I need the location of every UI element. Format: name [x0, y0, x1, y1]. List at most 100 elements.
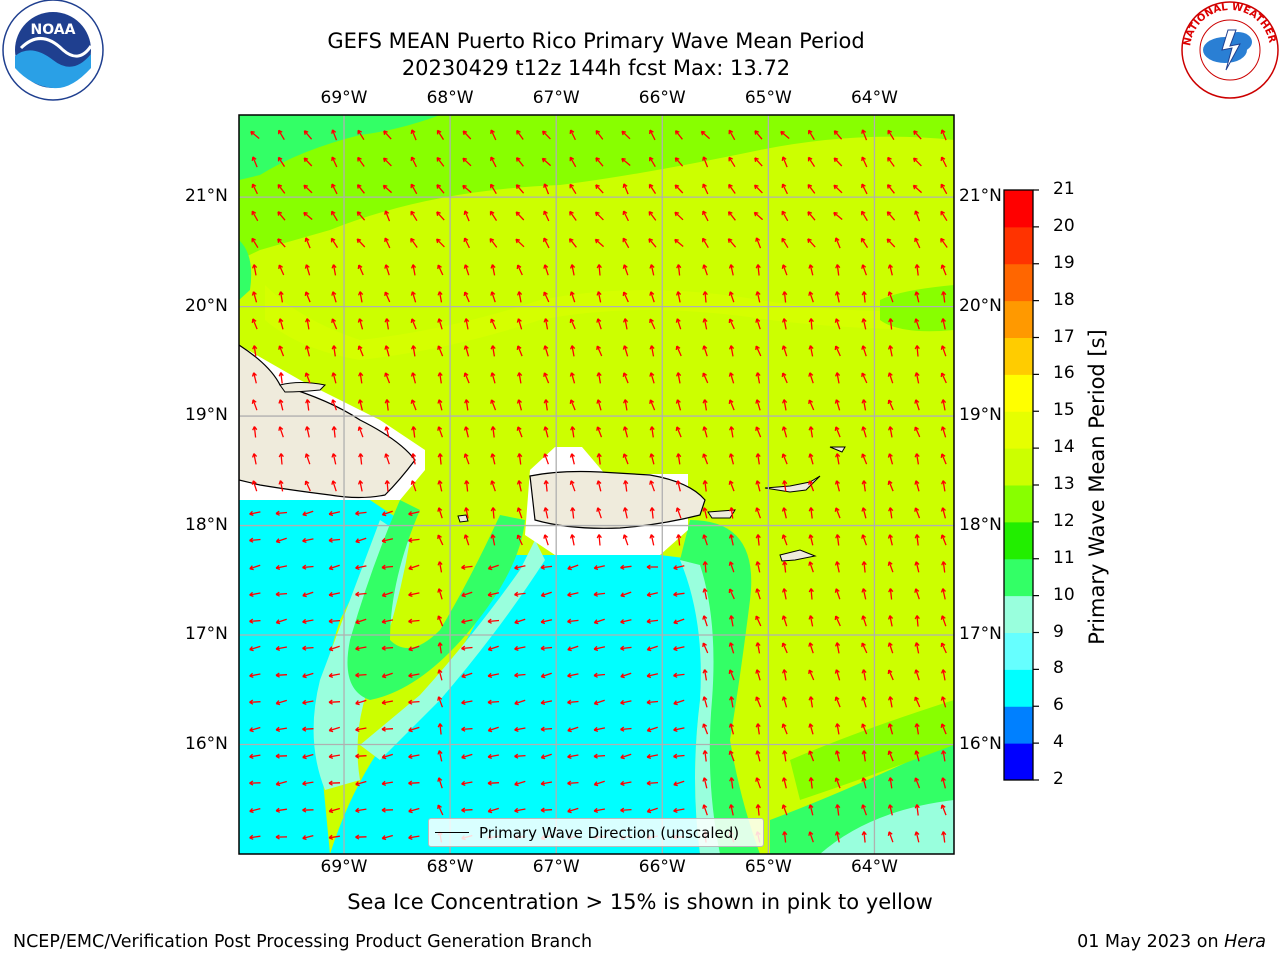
direction-arrow-621 — [249, 753, 261, 760]
direction-arrow-276 — [410, 399, 417, 411]
direction-arrow-411 — [408, 537, 420, 543]
noaa-logo: NOAA — [2, 0, 104, 101]
direction-arrow-612 — [728, 723, 735, 735]
direction-arrow-195 — [410, 318, 417, 330]
direction-arrow-148 — [596, 264, 602, 276]
direction-arrow-185 — [861, 291, 867, 303]
direction-arrow-283 — [596, 399, 602, 411]
direction-arrow-679 — [355, 807, 367, 814]
direction-arrow-641 — [782, 750, 788, 762]
direction-arrow-489 — [328, 618, 341, 624]
direction-arrow-502 — [673, 618, 685, 625]
direction-arrow-695 — [781, 804, 788, 816]
direction-arrow-132 — [886, 238, 896, 248]
direction-arrow-700 — [914, 804, 920, 816]
field-se-cyan — [820, 800, 954, 854]
direction-arrow-541 — [275, 672, 288, 678]
direction-arrow-161 — [940, 264, 947, 276]
field-se-band — [790, 700, 954, 800]
direction-arrow-727 — [914, 831, 920, 843]
direction-arrow-374 — [861, 480, 867, 492]
direction-arrow-180 — [728, 291, 735, 303]
field-mid-band — [265, 285, 954, 360]
direction-arrow-130 — [834, 237, 841, 249]
direction-arrow-94 — [594, 211, 604, 221]
direction-arrow-677 — [302, 807, 314, 813]
direction-arrow-400 — [834, 507, 841, 519]
direction-arrow-65 — [543, 183, 550, 195]
direction-arrow-725 — [861, 831, 867, 843]
direction-arrow-444 — [567, 564, 579, 571]
direction-arrow-27 — [251, 156, 258, 168]
direction-arrow-582 — [646, 699, 659, 705]
direction-arrow-495 — [487, 618, 500, 624]
direction-arrow-385 — [437, 507, 443, 519]
direction-arrow-662 — [620, 780, 632, 787]
direction-arrow-166 — [357, 291, 364, 303]
direction-arrow-518 — [381, 645, 394, 651]
direction-arrow-438 — [408, 564, 420, 571]
direction-arrow-323 — [940, 426, 947, 438]
direction-arrow-151 — [676, 264, 682, 276]
direction-arrow-558 — [728, 669, 735, 681]
direction-arrow-305 — [463, 426, 469, 438]
direction-arrow-672 — [888, 777, 894, 789]
direction-arrow-77 — [861, 183, 868, 195]
direction-arrow-88 — [436, 211, 445, 221]
direction-arrow-475 — [673, 591, 685, 597]
direction-arrow-331 — [437, 453, 443, 465]
direction-arrow-571 — [355, 699, 367, 706]
direction-arrow-171 — [490, 291, 496, 303]
direction-arrow-333 — [490, 453, 496, 465]
direction-arrow-529 — [673, 646, 685, 652]
lat-tick-right-0: 21°N — [959, 186, 1002, 207]
lat-tick-left-4: 17°N — [185, 624, 228, 645]
direction-arrow-403 — [914, 507, 921, 519]
direction-arrow-373 — [834, 480, 841, 492]
direction-arrow-90 — [489, 210, 498, 221]
land-anegada — [829, 446, 846, 453]
direction-arrow-261 — [728, 372, 735, 384]
direction-arrow-257 — [622, 372, 629, 384]
direction-arrow-423 — [728, 534, 734, 546]
direction-arrow-359 — [464, 480, 470, 492]
direction-arrow-284 — [622, 399, 629, 411]
direction-arrow-382 — [355, 510, 367, 516]
direction-arrow-73 — [753, 184, 763, 194]
direction-arrow-493 — [437, 615, 444, 627]
direction-arrow-39 — [569, 156, 577, 168]
direction-arrow-314 — [702, 426, 708, 438]
field-tongue-3 — [360, 540, 545, 760]
direction-arrow-295 — [914, 399, 920, 411]
direction-arrow-187 — [914, 291, 920, 303]
direction-arrow-575 — [461, 699, 473, 706]
direction-arrow-480 — [808, 588, 814, 600]
lon-tick-top-3: 66°W — [638, 88, 686, 108]
direction-arrow-112 — [356, 238, 366, 248]
direction-arrow-658 — [514, 780, 526, 787]
direction-arrow-609 — [646, 726, 658, 733]
direction-arrow-55 — [277, 183, 286, 194]
direction-arrow-689 — [620, 807, 632, 813]
direction-arrow-590 — [861, 696, 867, 708]
direction-arrow-446 — [620, 564, 632, 570]
direction-arrow-377 — [940, 480, 947, 492]
direction-arrow-193 — [357, 318, 364, 330]
lon-tick-top-2: 67°W — [532, 88, 580, 108]
direction-arrow-354 — [331, 480, 337, 492]
direction-arrow-74 — [781, 183, 788, 195]
direction-arrow-49 — [833, 157, 843, 167]
direction-arrow-72 — [728, 183, 736, 194]
land-st-croix — [779, 549, 817, 562]
direction-arrow-221 — [384, 345, 390, 357]
direction-arrow-259 — [675, 372, 682, 384]
direction-arrow-207 — [728, 318, 735, 330]
direction-arrow-135 — [251, 264, 258, 276]
direction-arrow-424 — [755, 534, 761, 546]
direction-arrow-680 — [381, 807, 394, 813]
direction-arrow-439 — [437, 561, 443, 573]
direction-arrow-144 — [490, 264, 496, 276]
direction-arrow-598 — [355, 726, 367, 733]
direction-arrow-43 — [674, 157, 684, 167]
direction-arrow-125 — [702, 237, 709, 249]
